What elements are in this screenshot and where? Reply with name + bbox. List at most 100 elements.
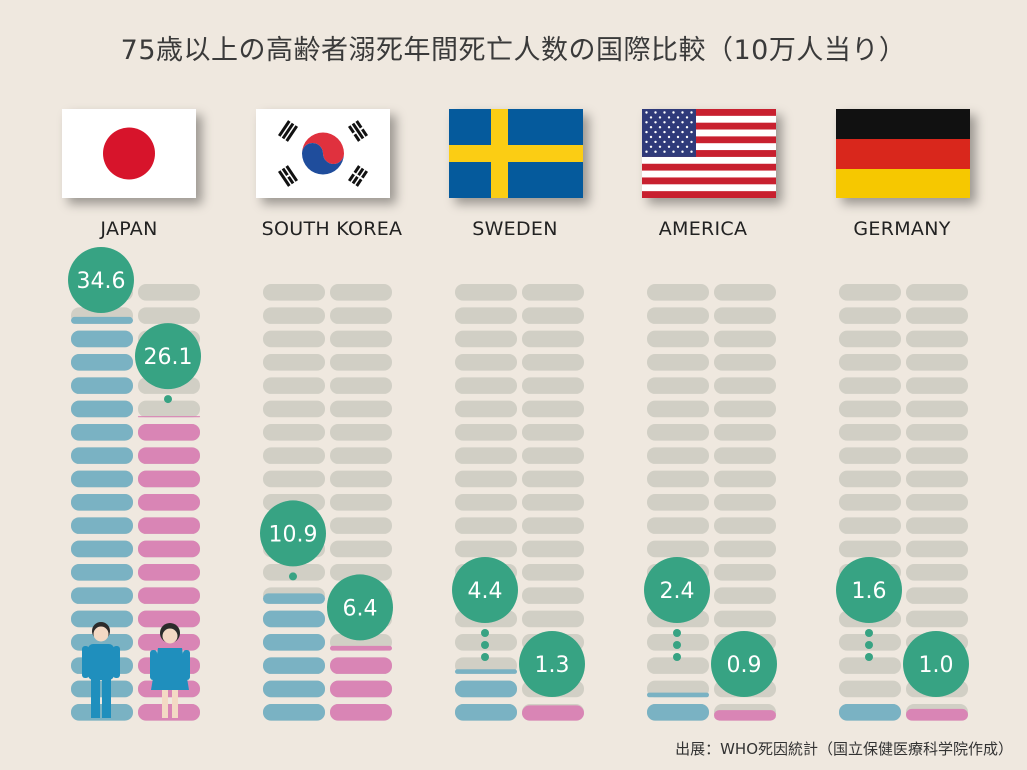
- empty-pill: [647, 307, 709, 324]
- empty-pill: [906, 540, 968, 558]
- empty-pill: [906, 330, 968, 348]
- empty-pill: [714, 564, 776, 581]
- empty-pill: [839, 400, 901, 418]
- empty-pill: [330, 354, 392, 371]
- country-label-japan: JAPAN: [100, 218, 158, 240]
- empty-pill: [455, 470, 517, 488]
- male-connector-dot: [673, 641, 681, 649]
- male-connector-dot: [481, 641, 489, 649]
- empty-pill: [263, 377, 325, 394]
- male-bar-fill: [647, 692, 709, 698]
- female-bar-fill: [906, 708, 968, 721]
- empty-pill: [263, 284, 325, 301]
- male-bar-fill: [71, 447, 133, 464]
- empty-pill: [714, 494, 776, 511]
- japan-flag-icon: [62, 109, 196, 198]
- empty-pill: [647, 540, 709, 558]
- male-bar-fill: [71, 424, 133, 441]
- male-bar-fill: [71, 517, 133, 534]
- empty-pill: [522, 564, 584, 581]
- male-bar-fill: [71, 610, 133, 628]
- male-bar-fill: [839, 704, 901, 721]
- empty-pill: [263, 447, 325, 464]
- male-bar-fill: [71, 354, 133, 371]
- male-bubble: [260, 500, 326, 567]
- empty-pill: [906, 564, 968, 581]
- empty-pill: [138, 307, 200, 324]
- female-data-label: 1.0: [919, 653, 954, 678]
- female-bubble: [711, 631, 777, 697]
- empty-pill: [906, 424, 968, 441]
- empty-pill: [647, 424, 709, 441]
- empty-pill: [330, 564, 392, 581]
- empty-pill: [906, 517, 968, 534]
- male-connector-dot: [865, 653, 873, 661]
- empty-pill: [714, 400, 776, 418]
- female-bar-fill: [330, 657, 392, 674]
- empty-pill: [647, 447, 709, 464]
- female-data-label: 1.3: [535, 653, 570, 678]
- female-bar-fill: [138, 564, 200, 581]
- country-group-sweden: 4.4 1.3: [452, 284, 585, 721]
- empty-pill: [522, 400, 584, 418]
- empty-pill: [839, 354, 901, 371]
- empty-pill: [906, 307, 968, 324]
- empty-pill: [455, 447, 517, 464]
- female-bubble: [519, 631, 585, 697]
- country-group-america: 2.4 0.9: [644, 284, 777, 721]
- male-bar-fill: [71, 564, 133, 581]
- empty-pill: [839, 284, 901, 301]
- male-bar-fill: [71, 316, 133, 324]
- empty-pill: [714, 354, 776, 371]
- empty-pill: [455, 377, 517, 394]
- female-bar-fill: [714, 710, 776, 721]
- empty-pill: [906, 494, 968, 511]
- empty-pill: [522, 354, 584, 371]
- usa-flag-icon: [642, 109, 776, 198]
- empty-pill: [522, 447, 584, 464]
- empty-pill: [906, 610, 968, 628]
- male-data-label: 2.4: [660, 579, 695, 604]
- empty-pill: [714, 330, 776, 348]
- sweden-flag-icon: [449, 109, 583, 198]
- empty-pill: [839, 307, 901, 324]
- empty-pill: [263, 307, 325, 324]
- country-group-south-korea: 10.9 6.4: [260, 284, 393, 721]
- empty-pill: [522, 330, 584, 348]
- male-bar-fill: [455, 704, 517, 721]
- male-connector-dot: [481, 629, 489, 637]
- empty-pill: [906, 447, 968, 464]
- male-bar-fill: [71, 540, 133, 558]
- empty-pill: [522, 517, 584, 534]
- male-connector-dot: [481, 653, 489, 661]
- empty-pill: [330, 447, 392, 464]
- empty-pill: [455, 307, 517, 324]
- female-bar-fill: [138, 494, 200, 511]
- female-bar-fill: [138, 610, 200, 628]
- male-bar-fill: [263, 657, 325, 674]
- empty-pill: [455, 540, 517, 558]
- empty-pill: [906, 400, 968, 418]
- female-bubble: [903, 631, 969, 697]
- empty-pill: [839, 540, 901, 558]
- empty-pill: [714, 424, 776, 441]
- empty-pill: [330, 494, 392, 511]
- female-bar-fill: [138, 517, 200, 534]
- empty-pill: [522, 307, 584, 324]
- empty-pill: [522, 494, 584, 511]
- empty-pill: [839, 657, 901, 674]
- empty-pill: [839, 470, 901, 488]
- empty-pill: [647, 377, 709, 394]
- female-bar-fill: [330, 680, 392, 698]
- male-bar-fill: [455, 680, 517, 698]
- empty-pill: [906, 377, 968, 394]
- empty-pill: [522, 470, 584, 488]
- empty-pill: [263, 400, 325, 418]
- female-bar-fill: [138, 587, 200, 604]
- empty-pill: [714, 307, 776, 324]
- empty-pill: [330, 284, 392, 301]
- empty-pill: [330, 400, 392, 418]
- female-bar-fill: [138, 470, 200, 488]
- empty-pill: [455, 284, 517, 301]
